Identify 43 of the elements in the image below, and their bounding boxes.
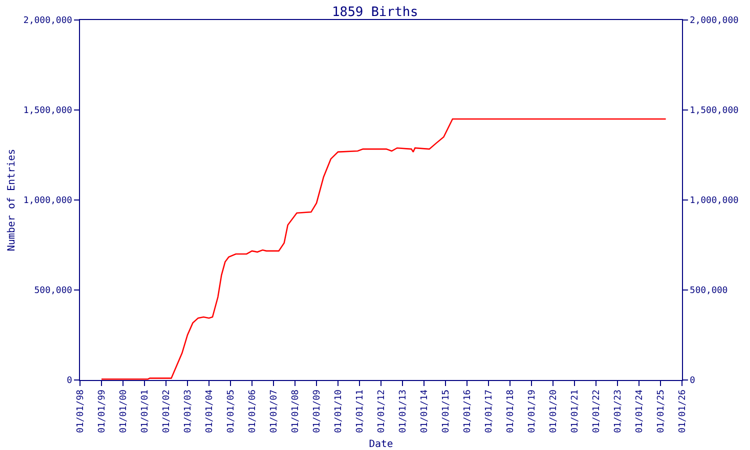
x-tick-label: 01/01/98	[76, 390, 86, 433]
y-tick-label: 0	[66, 376, 72, 386]
x-tick-label: 01/01/06	[248, 390, 258, 433]
x-tick-label: 01/01/16	[462, 390, 473, 433]
y-tick-label: 2,000,000	[23, 16, 72, 26]
x-tick-label: 01/01/22	[592, 390, 602, 433]
line-series	[100, 118, 666, 380]
y-tick-label: 1,500,000	[23, 106, 72, 116]
x-tick-label: 01/01/02	[162, 390, 172, 433]
x-tick-label: 01/01/99	[97, 390, 108, 433]
x-tick-label: 01/01/07	[269, 390, 280, 433]
x-tick-label: 01/01/15	[441, 390, 452, 433]
y2-tick-label: 1,500,000	[690, 106, 739, 116]
x-tick-label: 01/01/18	[506, 390, 516, 433]
x-tick-label: 01/01/25	[656, 390, 666, 433]
x-axis-title: Date	[368, 439, 394, 450]
x-tick-label: 01/01/09	[312, 390, 322, 433]
y2-tick-label: 1,000,000	[690, 196, 739, 206]
y-tick-label: 500,000	[34, 286, 72, 296]
y-axis-title: Number of Entries	[6, 148, 18, 252]
x-tick-label: 01/01/19	[527, 390, 538, 433]
x-tick-label: 01/01/26	[678, 390, 688, 433]
x-tick-label: 01/01/14	[420, 390, 430, 433]
x-tick-label: 01/01/24	[634, 390, 645, 433]
x-tick-label: 01/01/01	[140, 390, 150, 433]
chart-title: 1859 Births	[332, 4, 418, 20]
y2-tick-label: 500,000	[690, 286, 728, 296]
x-tick-label: 01/01/04	[204, 390, 215, 433]
x-tick-label: 01/01/03	[183, 390, 194, 433]
x-tick-label: 01/01/00	[118, 390, 129, 433]
x-tick-label: 01/01/11	[355, 390, 366, 433]
x-tick-label: 01/01/23	[613, 390, 624, 433]
y2-tick-label: 2,000,000	[690, 16, 739, 26]
x-tick-label: 01/01/21	[570, 390, 580, 433]
x-tick-label: 01/01/05	[226, 390, 236, 433]
y-tick-label: 1,000,000	[23, 196, 72, 206]
x-tick-label: 01/01/20	[548, 390, 559, 433]
y2-tick-label: 0	[690, 376, 696, 386]
x-tick-label: 01/01/08	[290, 390, 301, 433]
x-tick-label: 01/01/12	[376, 390, 387, 433]
x-tick-label: 01/01/17	[484, 390, 494, 433]
x-tick-label: 01/01/13	[398, 390, 408, 433]
x-tick-label: 01/01/10	[334, 390, 344, 433]
